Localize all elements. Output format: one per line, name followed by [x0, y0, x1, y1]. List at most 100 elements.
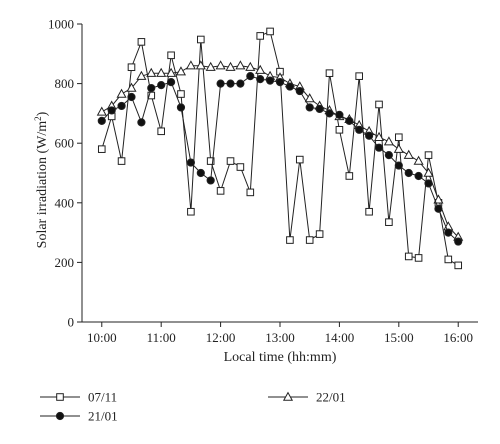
- data-point-21-01: [265, 76, 275, 85]
- data-point-07-11: [286, 236, 294, 244]
- data-point-21-01: [384, 151, 393, 160]
- data-point-22-01: [433, 194, 444, 204]
- data-point-07-11: [345, 172, 354, 180]
- data-point-07-11: [266, 27, 274, 36]
- data-point-07-11: [385, 218, 393, 226]
- data-point-22-01: [166, 67, 177, 77]
- data-point-07-11: [375, 100, 383, 109]
- data-point-07-11: [137, 38, 146, 46]
- data-point-07-11: [395, 133, 403, 142]
- data-point-21-01: [97, 116, 106, 125]
- data-point-22-01: [225, 61, 236, 71]
- data-point-07-11: [315, 230, 324, 238]
- data-point-21-01: [186, 158, 195, 167]
- data-point-21-01: [374, 143, 384, 152]
- data-point-07-11: [404, 252, 413, 261]
- data-point-07-11: [335, 125, 344, 134]
- data-point-07-11: [325, 69, 334, 77]
- data-point-07-11: [424, 151, 433, 159]
- data-point-07-11: [127, 63, 136, 72]
- x-tick-label: 15:00: [384, 330, 414, 345]
- data-point-21-01: [196, 168, 205, 178]
- data-point-21-01: [404, 168, 413, 178]
- data-point-22-01: [96, 106, 107, 116]
- data-point-07-11: [365, 207, 373, 216]
- data-point-22-01: [185, 60, 196, 70]
- x-tick-label: 13:00: [265, 330, 295, 345]
- data-point-07-11: [187, 207, 195, 216]
- data-point-21-01: [167, 78, 176, 87]
- data-point-07-11: [197, 35, 205, 44]
- y-axis-title-text: Solar irradiation (W/m: [35, 121, 50, 249]
- legend-label: 22/01: [316, 390, 346, 405]
- data-point-21-01: [345, 116, 354, 125]
- data-point-22-01: [255, 64, 266, 74]
- data-point-07-11: [97, 145, 106, 153]
- data-point-22-01: [383, 136, 394, 146]
- x-tick-label: 14:00: [325, 330, 355, 345]
- series-07-11: [97, 27, 463, 270]
- data-point-22-01: [116, 88, 127, 98]
- data-point-21-01: [226, 79, 235, 88]
- data-point-22-01: [403, 149, 414, 159]
- legend-label: 07/11: [88, 390, 117, 405]
- data-point-07-11: [355, 72, 363, 80]
- legend: 07/11 22/01 21/01: [40, 390, 346, 424]
- legend-marker: [55, 411, 65, 421]
- legend-item-07-11: 07/11: [40, 390, 117, 405]
- data-point-21-01: [285, 82, 295, 91]
- data-point-22-01: [156, 67, 167, 77]
- x-tick-label: 10:00: [87, 330, 117, 345]
- data-point-07-11: [454, 261, 463, 270]
- data-point-07-11: [246, 188, 255, 197]
- legend-label: 21/01: [88, 409, 118, 424]
- data-point-22-01: [423, 167, 434, 177]
- data-point-07-11: [226, 157, 235, 165]
- data-point-21-01: [137, 118, 146, 127]
- data-point-22-01: [215, 60, 226, 70]
- data-point-21-01: [305, 103, 314, 112]
- data-point-21-01: [365, 131, 374, 140]
- data-point-21-01: [157, 80, 166, 90]
- data-point-07-11: [305, 236, 314, 244]
- data-point-21-01: [315, 104, 324, 114]
- data-point-07-11: [444, 255, 453, 264]
- data-point-22-01: [126, 82, 137, 92]
- data-point-07-11: [167, 51, 175, 60]
- data-point-21-01: [206, 176, 215, 185]
- data-point-21-01: [107, 106, 116, 115]
- y-tick-label: 600: [55, 136, 75, 151]
- data-point-22-01: [175, 66, 187, 76]
- data-point-21-01: [454, 237, 463, 246]
- data-point-21-01: [236, 79, 245, 88]
- y-tick-label: 1000: [48, 17, 74, 32]
- data-point-22-01: [235, 60, 246, 70]
- data-point-07-11: [216, 187, 225, 195]
- data-point-07-11: [147, 91, 156, 100]
- data-point-21-01: [246, 72, 255, 81]
- y-tick-label: 400: [55, 195, 75, 210]
- legend-marker: [282, 391, 294, 401]
- x-axis-title: Local time (hh:mm): [224, 350, 337, 365]
- legend-item-21-01: 21/01: [40, 409, 118, 424]
- data-point-21-01: [216, 79, 225, 88]
- data-point-21-01: [355, 125, 364, 134]
- data-point-21-01: [434, 204, 443, 213]
- y-axis-title-unit-superscript: 2: [33, 116, 43, 121]
- series-21-01: [97, 72, 463, 246]
- data-point-21-01: [256, 75, 265, 84]
- y-axis-title-close: ): [35, 111, 50, 116]
- x-tick-label: 16:00: [443, 330, 473, 345]
- data-point-22-01: [304, 93, 315, 103]
- data-point-21-01: [275, 78, 285, 87]
- data-point-21-01: [444, 228, 453, 237]
- y-axis-ticks: 0 200 400 600 800 1000: [48, 17, 82, 330]
- y-tick-label: 0: [68, 315, 75, 330]
- data-point-21-01: [325, 109, 334, 118]
- data-point-22-01: [373, 131, 385, 141]
- data-point-07-11: [177, 90, 185, 98]
- y-axis-title: Solar irradiation (W/m2): [33, 111, 50, 248]
- x-tick-label: 12:00: [206, 330, 236, 345]
- data-point-07-11: [117, 157, 126, 165]
